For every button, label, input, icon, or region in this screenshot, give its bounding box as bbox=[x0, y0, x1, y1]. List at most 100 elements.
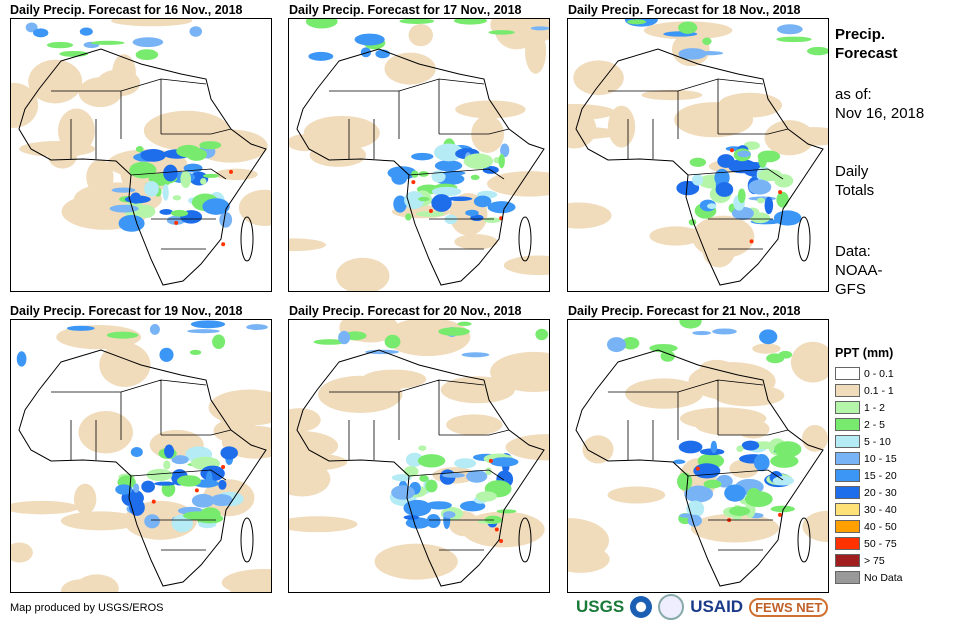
precip-area bbox=[627, 19, 647, 25]
precip-area bbox=[228, 169, 233, 174]
credit: Map produced by USGS/EROS bbox=[10, 602, 164, 614]
panel-title: Daily Precip. Forecast for 19 Nov., 2018 bbox=[10, 304, 243, 318]
precip-area bbox=[25, 22, 38, 33]
precip-area bbox=[496, 509, 517, 514]
precip-area bbox=[673, 459, 686, 464]
precip-area bbox=[141, 480, 155, 493]
precip-area bbox=[455, 100, 526, 119]
legend-item: 30 - 40 bbox=[835, 501, 903, 518]
precip-area bbox=[712, 328, 737, 335]
precip-area bbox=[454, 234, 498, 250]
legend-item: No Data bbox=[835, 569, 903, 586]
precip-area bbox=[494, 527, 499, 532]
precip-area bbox=[418, 196, 430, 202]
country-borders bbox=[329, 78, 510, 250]
legend-swatch bbox=[835, 503, 860, 516]
usaid-seal bbox=[658, 594, 685, 620]
precip-area bbox=[111, 187, 136, 193]
precip-area bbox=[218, 479, 227, 490]
legend-item: 50 - 75 bbox=[835, 535, 903, 552]
africa-coastline bbox=[18, 349, 267, 587]
legend-label: 20 - 30 bbox=[864, 486, 897, 499]
precip-area bbox=[754, 441, 774, 450]
precip-area bbox=[568, 126, 620, 140]
legend-label: 2 - 5 bbox=[864, 418, 886, 431]
precip-area bbox=[202, 198, 230, 215]
legend-swatch bbox=[835, 384, 860, 397]
legend-label: 30 - 40 bbox=[864, 503, 897, 516]
asof-label: as of: bbox=[835, 86, 872, 103]
precip-area bbox=[607, 486, 666, 504]
precip-area bbox=[403, 515, 420, 520]
precip-area bbox=[503, 255, 549, 276]
precip-area bbox=[473, 195, 492, 208]
africa-coastline bbox=[18, 48, 267, 286]
precip-area bbox=[162, 184, 169, 201]
totals-note: Daily Totals bbox=[835, 162, 874, 200]
precip-area bbox=[426, 514, 441, 528]
precip-area bbox=[313, 339, 346, 345]
precip-area bbox=[724, 484, 746, 502]
precip-area bbox=[703, 479, 722, 489]
precip-area bbox=[530, 26, 549, 31]
precip-area bbox=[361, 369, 427, 389]
precip-area bbox=[753, 454, 770, 472]
madagascar-outline bbox=[797, 517, 811, 563]
precip-area bbox=[622, 337, 640, 350]
legend: PPT (mm) 0 - 0.1 0.1 - 1 1 - 2 2 - 5 5 - 10 1… bbox=[835, 346, 903, 586]
precip-area bbox=[182, 511, 213, 520]
panel-title: Daily Precip. Forecast for 21 Nov., 2018 bbox=[568, 304, 801, 318]
legend-item: 0 - 0.1 bbox=[835, 365, 903, 382]
precip-area bbox=[487, 201, 516, 214]
precip-area bbox=[360, 47, 372, 58]
precip-area bbox=[159, 208, 173, 215]
precip-area bbox=[758, 151, 768, 168]
forecast-map-day6 bbox=[567, 319, 829, 593]
legend-item: 0.1 - 1 bbox=[835, 382, 903, 399]
precip-area bbox=[752, 343, 781, 354]
logos: USGS USAID FEWS NET bbox=[576, 594, 829, 620]
precip-area bbox=[106, 331, 139, 339]
precip-area bbox=[365, 349, 400, 355]
precip-area bbox=[741, 440, 760, 451]
precip-area bbox=[729, 148, 734, 153]
precip-area bbox=[446, 414, 503, 436]
precip-area bbox=[625, 378, 703, 409]
legend-item: 15 - 20 bbox=[835, 467, 903, 484]
precip-area bbox=[171, 514, 193, 533]
precip-area bbox=[246, 324, 268, 331]
precip-area bbox=[115, 484, 133, 495]
country-borders bbox=[608, 78, 789, 250]
precip-area bbox=[749, 239, 754, 244]
precip-area bbox=[764, 196, 774, 215]
legend-swatch bbox=[835, 571, 860, 584]
africa-coastline bbox=[296, 48, 545, 286]
precip-area bbox=[489, 457, 519, 467]
precip-area bbox=[171, 455, 189, 465]
precip-area bbox=[702, 232, 736, 268]
usaid-logo: USAID bbox=[690, 597, 744, 616]
precip-area bbox=[130, 446, 143, 458]
usgs-logo: USGS bbox=[576, 597, 625, 616]
precip-area bbox=[172, 195, 182, 201]
precip-area bbox=[109, 204, 139, 213]
precip-area bbox=[174, 220, 179, 225]
legend-label: 10 - 15 bbox=[864, 452, 897, 465]
precip-area bbox=[189, 349, 202, 356]
precip-area bbox=[748, 179, 772, 195]
precip-area bbox=[687, 514, 702, 527]
precip-area bbox=[374, 543, 458, 580]
precip-area bbox=[465, 209, 479, 217]
precip-area bbox=[678, 21, 698, 34]
legend-swatch bbox=[835, 486, 860, 499]
precip-area bbox=[431, 194, 452, 212]
asof-date: Nov 16, 2018 bbox=[835, 105, 925, 122]
precip-area bbox=[729, 506, 751, 516]
precip-area bbox=[535, 328, 549, 341]
precip-area bbox=[488, 30, 515, 35]
precip-area bbox=[736, 445, 744, 453]
precip-area bbox=[221, 242, 226, 247]
country-borders bbox=[329, 379, 510, 551]
precip-area bbox=[425, 501, 452, 510]
precip-area bbox=[384, 334, 401, 349]
